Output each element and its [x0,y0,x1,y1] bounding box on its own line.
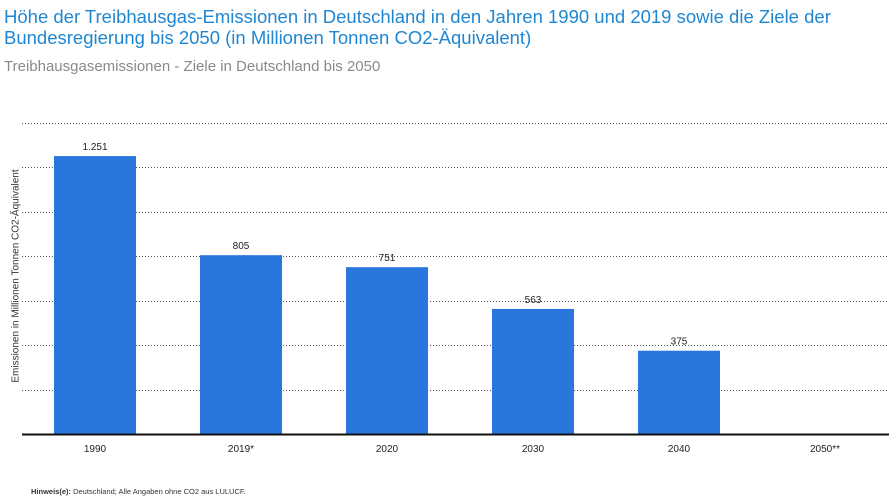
value-label: 563 [525,295,542,306]
bar-2030 [492,308,574,434]
value-label: 751 [379,253,396,264]
x-tick-label: 1990 [84,444,107,455]
x-tick-label: 2050** [810,444,840,455]
value-label: 805 [233,241,250,252]
bar-2040 [638,350,720,434]
footnote: Hinweis(e): Deutschland; Alle Angaben oh… [31,487,246,496]
chart-title: Höhe der Treibhausgas-Emissionen in Deut… [4,6,831,48]
footnote-text: Deutschland; Alle Angaben ohne CO2 aus L… [71,487,246,496]
bar-1990 [54,156,136,434]
bar-2019 [200,255,282,434]
value-label: 375 [671,337,688,348]
footnote-label: Hinweis(e): [31,487,72,496]
bar-2020 [346,267,428,434]
chart-subtitle: Treibhausgasemissionen - Ziele in Deutsc… [4,58,381,75]
value-label: 1.251 [82,142,107,153]
x-tick-label: 2030 [522,444,545,455]
x-tick-label: 2040 [668,444,691,455]
x-tick-label: 2020 [376,444,399,455]
x-tick-label: 2019* [228,444,254,455]
